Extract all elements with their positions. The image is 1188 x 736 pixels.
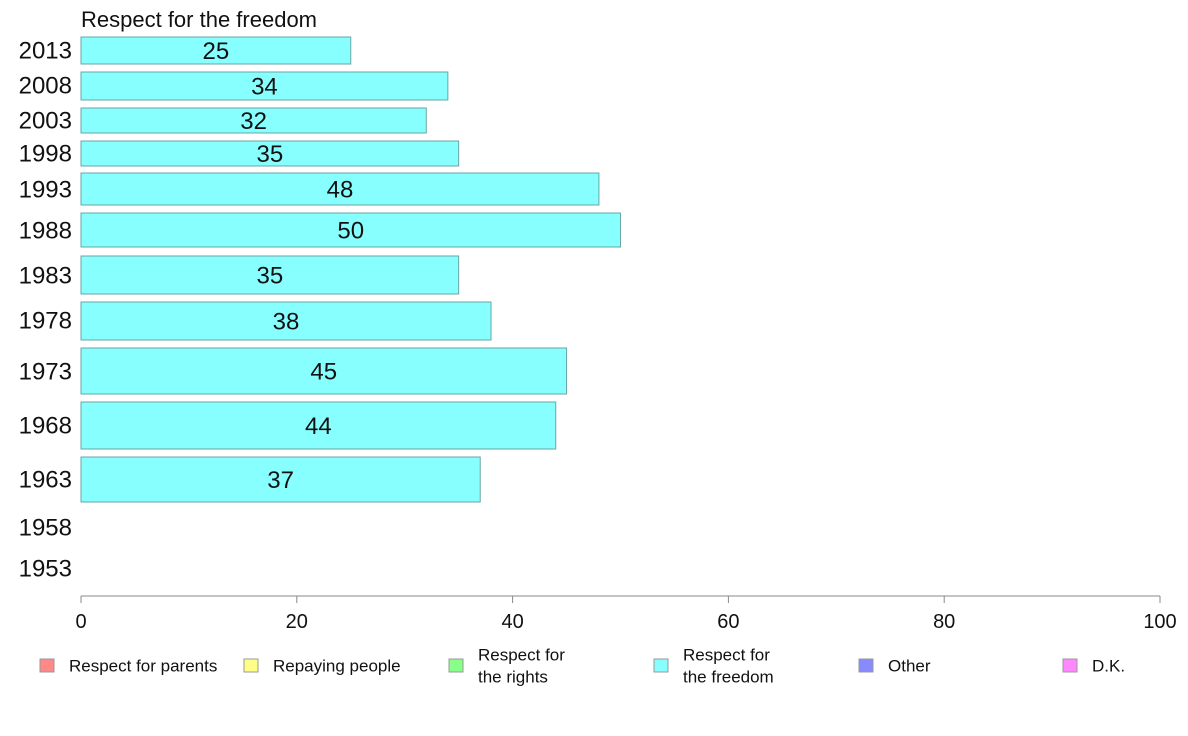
legend: Respect for parents Repaying people Respec…: [39, 646, 1125, 687]
x-tick-label: 100: [1143, 611, 1176, 633]
year-label: 1963: [19, 467, 72, 494]
bar: [80, 140, 460, 167]
legend-swatch: [858, 658, 874, 673]
legend-label: Respect for the rights: [478, 646, 565, 687]
legend-label: D.K.: [1092, 657, 1125, 676]
legend-swatch: [39, 658, 55, 673]
bar: [80, 456, 481, 503]
x-axis: 0 20 40 60 80 100: [75, 595, 1177, 633]
legend-swatch: [243, 658, 259, 673]
legend-item: Respect for parents: [39, 657, 217, 676]
x-tick-label: 20: [286, 611, 308, 633]
bar: [80, 255, 460, 295]
bar-value-label: 34: [251, 74, 278, 101]
legend-swatch: [653, 658, 669, 673]
bar-value-label: 32: [240, 108, 267, 135]
bar-value-label: 37: [267, 467, 294, 494]
year-label: 2003: [19, 108, 72, 135]
bar-value-label: 25: [203, 38, 230, 65]
legend-item: Respect for the freedom: [653, 646, 774, 687]
x-tick-label: 60: [717, 611, 739, 633]
year-label: 1978: [19, 308, 72, 335]
legend-item: Repaying people: [243, 657, 401, 676]
legend-swatch: [1062, 658, 1078, 673]
year-label: 2008: [19, 73, 72, 100]
year-label: 1953: [19, 556, 72, 583]
bar-value-label: 35: [256, 263, 283, 290]
year-label: 1993: [19, 177, 72, 204]
bar: [80, 212, 621, 248]
year-label: 1968: [19, 413, 72, 440]
bar-value-label: 45: [310, 359, 337, 386]
bar: [80, 401, 557, 450]
year-label: 2013: [19, 38, 72, 65]
legend-label: Respect for the freedom: [683, 646, 774, 687]
legend-label: Respect for parents: [69, 657, 217, 676]
year-label: 1958: [19, 515, 72, 542]
bar-value-label: 50: [337, 218, 364, 245]
bar-value-label: 44: [305, 413, 332, 440]
x-tick-label: 40: [501, 611, 523, 633]
bar-value-label: 48: [327, 177, 354, 204]
year-label: 1988: [19, 218, 72, 245]
bar: [80, 71, 449, 101]
legend-item: Other: [858, 657, 931, 676]
year-label: 1998: [19, 141, 72, 168]
legend-label: Repaying people: [273, 657, 401, 676]
bar: [80, 172, 600, 206]
legend-item: Respect for the rights: [448, 646, 565, 687]
chart-title: Respect for the freedom: [81, 7, 317, 32]
legend-label: Other: [888, 657, 931, 676]
bar: [80, 36, 352, 65]
bar-rows: 2013 25 2008 34 2003 32 1998 35 1993 48 1988 50 1983…: [19, 36, 621, 583]
x-tick-label: 0: [75, 611, 86, 633]
legend-swatch: [448, 658, 464, 673]
bar-value-label: 38: [273, 309, 300, 336]
x-tick-label: 80: [933, 611, 955, 633]
year-label: 1983: [19, 263, 72, 290]
bar: [80, 301, 492, 341]
legend-item: D.K.: [1062, 657, 1125, 676]
bar: [80, 347, 568, 395]
bar: [80, 107, 427, 134]
bar-value-label: 35: [256, 141, 283, 168]
year-label: 1973: [19, 359, 72, 386]
